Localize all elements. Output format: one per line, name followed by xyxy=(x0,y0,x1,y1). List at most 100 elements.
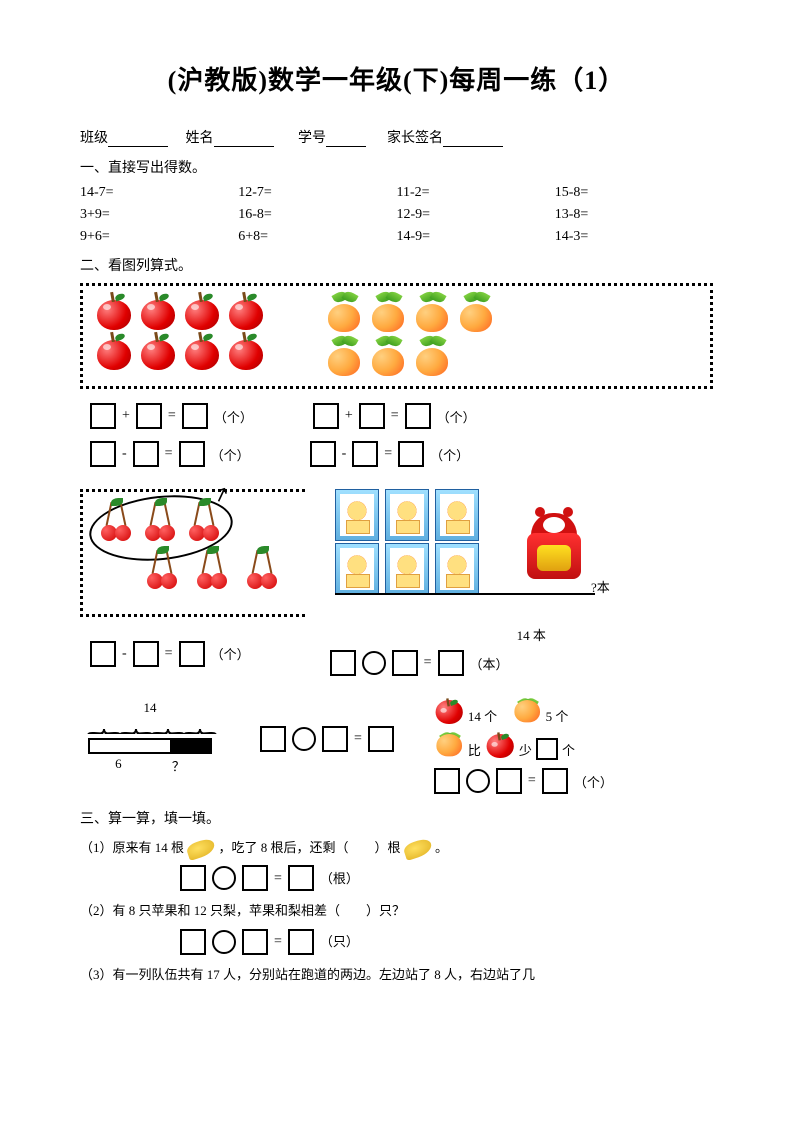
answer-box[interactable] xyxy=(352,441,378,467)
answer-box[interactable] xyxy=(542,768,568,794)
book-row xyxy=(335,489,479,541)
answer-box[interactable] xyxy=(179,641,205,667)
op-eq: = xyxy=(274,866,282,891)
cherry-icon xyxy=(143,548,183,593)
answer-box[interactable] xyxy=(392,650,418,676)
answer-box[interactable] xyxy=(322,726,348,752)
section3-heading: 三、算一算，填一填。 xyxy=(80,808,713,828)
op-eq: = xyxy=(165,446,173,462)
arith-item: 14-9= xyxy=(397,229,555,245)
lower-figure-row: ↗ ?本 xyxy=(80,489,713,617)
apple-icon xyxy=(139,294,177,330)
worksheet-page: (沪教版)数学一年级(下)每周一练（1） 班级 姓名 学号 家长签名 一、直接写… xyxy=(0,0,793,1046)
unit-label: （个） xyxy=(430,445,469,464)
answer-box[interactable] xyxy=(90,441,116,467)
answer-box[interactable] xyxy=(182,403,208,429)
apple-icon xyxy=(434,700,464,730)
bag-icon xyxy=(525,513,583,581)
answer-box[interactable] xyxy=(288,865,314,891)
op-minus: - xyxy=(342,446,347,462)
answer-box[interactable] xyxy=(496,768,522,794)
answer-box[interactable] xyxy=(313,403,339,429)
answer-box[interactable] xyxy=(438,650,464,676)
book-icon xyxy=(335,489,379,541)
op-circle[interactable] xyxy=(212,866,236,890)
q1-text-c: 。 xyxy=(435,840,448,855)
answer-box[interactable] xyxy=(136,403,162,429)
arithmetic-grid: 14-7= 12-7= 11-2= 15-8= 3+9= 16-8= 12-9=… xyxy=(80,185,713,245)
answer-box[interactable] xyxy=(434,768,460,794)
id-blank[interactable] xyxy=(326,132,366,147)
op-plus: + xyxy=(345,408,353,424)
answer-box[interactable] xyxy=(310,441,336,467)
op-circle[interactable] xyxy=(466,769,490,793)
answer-box[interactable] xyxy=(179,441,205,467)
equation-line: + = （个） xyxy=(90,403,253,429)
arith-item: 9+6= xyxy=(80,229,238,245)
peach-icon xyxy=(325,294,363,334)
fruit-row xyxy=(325,294,495,334)
equation-line: - = （个） xyxy=(90,631,250,676)
peach-icon xyxy=(325,338,363,378)
red-apple-group xyxy=(95,294,265,378)
arith-item: 14-3= xyxy=(555,229,713,245)
book-icon xyxy=(335,543,379,595)
brace-compare-row: 14 ︷︷︷︷ 6 ？ = 14 个 5 个 xyxy=(80,700,713,800)
question-2: （2）有 8 只苹果和 12 只梨，苹果和梨相差（ ）只？ = （只） xyxy=(80,899,713,954)
answer-box[interactable] xyxy=(398,441,424,467)
apple-icon xyxy=(95,334,133,370)
fruit-dotted-box xyxy=(80,283,713,389)
unit-label: （个） xyxy=(437,407,476,426)
class-blank[interactable] xyxy=(108,132,168,147)
op-circle[interactable] xyxy=(362,651,386,675)
answer-box[interactable] xyxy=(242,865,268,891)
text-bi: 比 xyxy=(468,740,481,759)
answer-box[interactable] xyxy=(242,929,268,955)
q1-text-b: ，吃了 8 根后，还剩（ ）根 xyxy=(219,840,401,855)
q3-text: （3）有一列队伍共有 17 人，分别站在跑道的两边。左边站了 8 人，右边站了几 xyxy=(80,967,535,982)
peach-icon xyxy=(369,338,407,378)
op-circle[interactable] xyxy=(292,727,316,751)
answer-box[interactable] xyxy=(90,641,116,667)
name-blank[interactable] xyxy=(214,132,274,147)
answer-box[interactable] xyxy=(368,726,394,752)
answer-box[interactable] xyxy=(359,403,385,429)
total-label: 14 本 xyxy=(350,625,713,644)
peach-icon xyxy=(512,700,542,730)
answer-box[interactable] xyxy=(180,929,206,955)
answer-box[interactable] xyxy=(330,650,356,676)
op-circle[interactable] xyxy=(212,930,236,954)
cherry-icon xyxy=(185,500,225,545)
answer-box[interactable] xyxy=(90,403,116,429)
answer-box[interactable] xyxy=(536,738,558,760)
answer-box[interactable] xyxy=(260,726,286,752)
peach-icon xyxy=(413,294,451,334)
peach-icon xyxy=(457,294,495,334)
op-eq: = xyxy=(168,408,176,424)
section2-heading: 二、看图列算式。 xyxy=(80,255,713,275)
books-equation-block: 14 本 = （本） xyxy=(310,625,713,682)
equation-row: - = （个） - = （个） xyxy=(90,435,713,473)
unit-label: （只） xyxy=(320,930,359,953)
sign-blank[interactable] xyxy=(443,132,503,147)
answer-box[interactable] xyxy=(180,865,206,891)
apple-icon xyxy=(227,294,265,330)
answer-box[interactable] xyxy=(405,403,431,429)
bar-right: ？ xyxy=(172,756,185,775)
peach-icon xyxy=(434,734,464,764)
answer-box[interactable] xyxy=(133,641,159,667)
apple-icon xyxy=(183,334,221,370)
question-3: （3）有一列队伍共有 17 人，分别站在跑道的两边。左边站了 8 人，右边站了几 xyxy=(80,963,713,986)
compare-counts: 14 个 5 个 xyxy=(434,700,654,730)
unit-label: （根） xyxy=(320,867,359,890)
arith-item: 16-8= xyxy=(238,207,396,223)
baseline xyxy=(335,593,595,595)
banana-icon xyxy=(404,841,432,857)
equation-row: - = （个） 14 本 = （本） xyxy=(90,625,713,682)
answer-box[interactable] xyxy=(288,929,314,955)
name-label: 姓名 xyxy=(186,131,214,146)
unit-label: （个） xyxy=(214,407,253,426)
answer-box[interactable] xyxy=(133,441,159,467)
cherry-icon xyxy=(141,500,181,545)
book-row xyxy=(335,543,479,595)
